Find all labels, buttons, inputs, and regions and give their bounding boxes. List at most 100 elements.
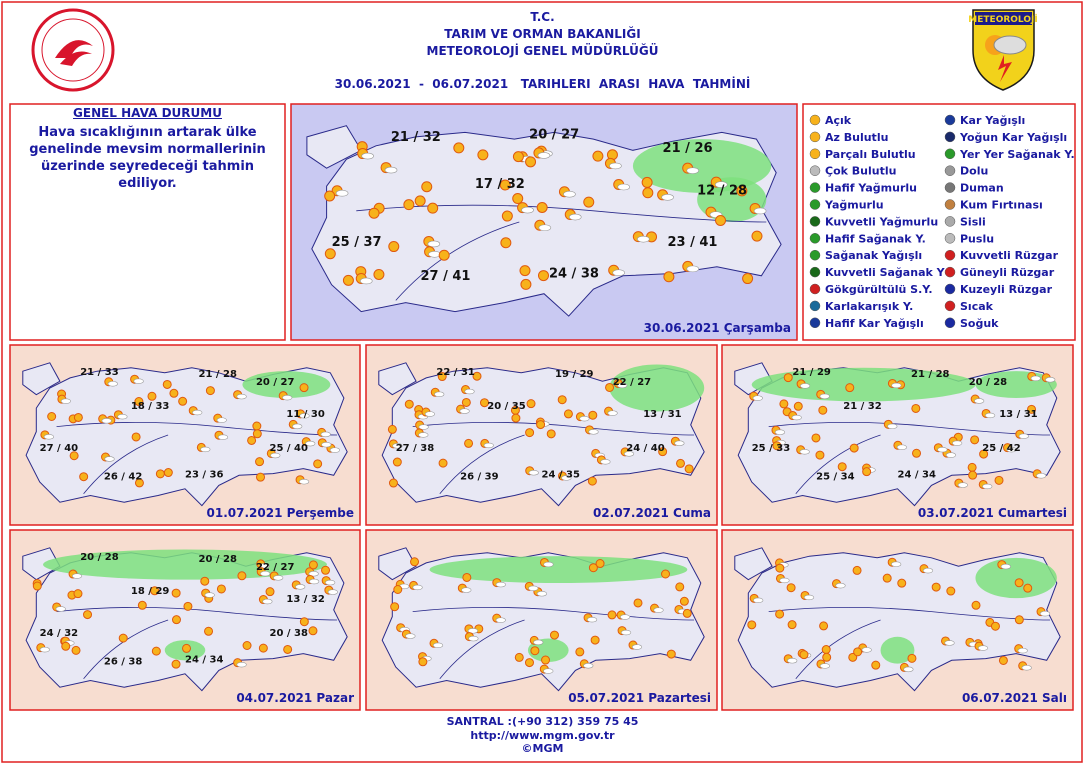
forecast-map: 22 / 31 19 / 29 22 / 27 20 / 35 13 / 31 27 / … (365, 344, 718, 526)
cloud-icon (495, 581, 506, 588)
weather-icon (998, 655, 1008, 665)
weather-icon (83, 610, 93, 620)
weather-icon (461, 397, 471, 407)
country-outline (25, 367, 348, 507)
weather-icon (772, 441, 782, 451)
weather-icon (990, 621, 1000, 631)
cloud-icon (620, 629, 632, 636)
weather-icon (393, 585, 403, 595)
temperature-label: 11 / 30 (286, 409, 324, 420)
weather-icon (373, 268, 385, 280)
cloud-icon (543, 561, 554, 568)
weather-icon (684, 464, 694, 474)
weather-icon (1027, 404, 1037, 414)
legend-label: Çok Bulutlu (825, 165, 896, 178)
weather-icon (438, 458, 448, 468)
legend-icon (944, 300, 956, 312)
weather-icon (252, 421, 262, 431)
weather-icon (779, 399, 789, 409)
forecast-map: 06.07.2021 Salı (721, 529, 1074, 711)
cloud-icon (299, 413, 310, 419)
region-line (439, 434, 525, 495)
weather-icon (512, 193, 524, 205)
weather-icon (661, 569, 671, 579)
weather-icon (519, 265, 531, 277)
cloud-icon (536, 591, 547, 597)
weather-icon (536, 201, 548, 213)
weather-icon (258, 643, 268, 653)
cloud-icon (753, 207, 767, 215)
legend-icon (809, 283, 821, 295)
temperature-label: 13 / 31 (643, 409, 681, 420)
legend-icon (944, 317, 956, 329)
temperature-label: 24 / 34 (898, 470, 936, 481)
cloud-icon (483, 442, 494, 449)
legend-label: Yağmurlu (824, 199, 884, 212)
region-line (56, 607, 338, 621)
legend: Açık Az Bulutlu Parçalı Bulutlu Çok Bulutlu… (809, 114, 1075, 330)
temperature-label: 23 / 41 (668, 235, 718, 250)
logo-text: METEOROLOJİ (968, 14, 1037, 25)
cloud-icon (903, 666, 914, 673)
temperature-label: 25 / 33 (752, 443, 790, 454)
legend-icon (944, 199, 956, 210)
cloud-icon (686, 265, 700, 273)
weather-icon (530, 646, 540, 656)
cloud-icon (295, 584, 306, 590)
cloud-icon (528, 470, 539, 476)
country-outline (737, 552, 1061, 692)
cloud-icon (467, 628, 479, 634)
legend-icon (809, 300, 821, 312)
legend-icon (809, 199, 821, 210)
cloud-icon (418, 432, 429, 438)
map-date: 01.07.2021 Perşembe (207, 506, 354, 520)
temperature-label: 20 / 28 (80, 552, 118, 563)
weather-icon (819, 621, 829, 631)
cloud-icon (308, 571, 319, 577)
temperature-label: 20 / 27 (529, 128, 579, 143)
weather-icon (549, 630, 559, 640)
country-outline (22, 547, 61, 581)
cloud-icon (204, 592, 215, 598)
cloud-icon (495, 617, 506, 623)
weather-icon (525, 428, 535, 438)
weather-icon (968, 470, 978, 480)
weather-icon (786, 583, 796, 593)
cloud-icon (292, 423, 303, 430)
legend-icon (809, 131, 821, 143)
weather-icon (183, 601, 193, 611)
temperature-label: 26 / 38 (104, 656, 142, 667)
temperature-label: 24 / 34 (185, 655, 223, 666)
legend-icon (944, 216, 956, 227)
weather-icon (247, 435, 257, 445)
cloud-icon (533, 639, 544, 646)
weather-icon (849, 443, 859, 453)
legend-label: Hafif Yağmurlu (825, 182, 917, 195)
cloud-icon (579, 415, 590, 422)
rain-area (975, 557, 1057, 599)
cloud-icon (424, 411, 436, 417)
weather-icon (845, 383, 855, 393)
cloud-icon (799, 383, 811, 389)
weather-icon (421, 181, 433, 193)
legend-icon (809, 249, 821, 261)
cloud-icon (753, 597, 764, 604)
rain-area (429, 556, 688, 584)
cloud-icon (583, 663, 594, 669)
cloud-icon (101, 418, 112, 424)
weather-icon (163, 468, 173, 478)
weather-icon (994, 475, 1004, 485)
temperature-label: 21 / 26 (663, 141, 713, 156)
legend-box (802, 103, 1076, 341)
cloud-icon (637, 235, 650, 243)
weather-icon (536, 420, 546, 430)
weather-icon (137, 600, 147, 610)
cloud-icon (192, 409, 203, 416)
cloud-icon (405, 633, 416, 639)
temperature-label: 27 / 40 (40, 443, 78, 454)
forecast-map: 20 / 28 20 / 28 22 / 27 18 / 29 13 / 32 24 / … (9, 529, 361, 711)
weather-icon (546, 429, 556, 439)
cloud-icon (674, 440, 685, 446)
legend-icon (809, 165, 821, 176)
